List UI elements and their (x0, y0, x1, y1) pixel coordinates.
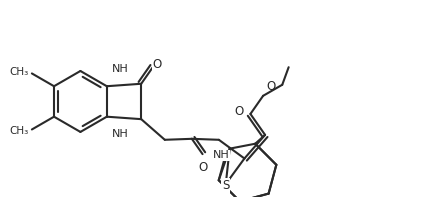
Text: O: O (198, 161, 207, 173)
Text: O: O (234, 105, 243, 118)
Text: S: S (222, 179, 229, 192)
Text: NH: NH (112, 129, 128, 139)
Text: CH₃: CH₃ (9, 67, 29, 77)
Text: CH₃: CH₃ (9, 126, 29, 136)
Text: O: O (152, 58, 161, 71)
Text: NH: NH (213, 150, 229, 160)
Text: O: O (266, 80, 275, 93)
Text: NH: NH (112, 64, 128, 74)
